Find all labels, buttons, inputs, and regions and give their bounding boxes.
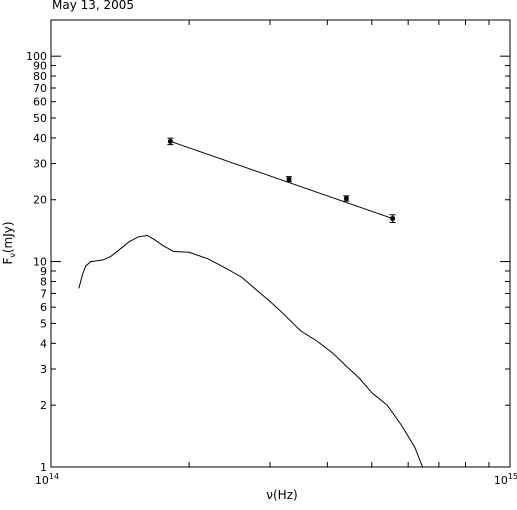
- x-axis-label: ν(Hz): [266, 488, 297, 502]
- spectrum-line: [78, 234, 424, 468]
- svg-text:Fν(mJy): Fν(mJy): [1, 221, 17, 264]
- y-tick-label: 60: [33, 96, 47, 109]
- y-tick-label: 100: [26, 50, 47, 63]
- y-tick-label: 8: [40, 275, 47, 288]
- y-tick-label: 20: [33, 194, 47, 207]
- plot-frame: [50, 19, 511, 468]
- chart-title: May 13, 2005: [52, 0, 134, 12]
- y-axis-label: Fν(mJy): [1, 221, 17, 264]
- x-tick-label-base: 10: [35, 474, 49, 487]
- data-point: [286, 176, 292, 182]
- fit-line: [170, 140, 393, 220]
- y-axis-label-rest: (mJy): [1, 221, 15, 253]
- x-tick-label: 1015: [494, 472, 517, 487]
- y-tick-label: 6: [40, 301, 47, 314]
- data-point: [343, 195, 349, 201]
- y-axis-label-main: F: [1, 258, 15, 265]
- x-tick-label-base: 10: [494, 474, 508, 487]
- y-tick-label: 7: [40, 287, 47, 300]
- x-tick-label-exp: 15: [508, 472, 517, 481]
- y-tick-label: 4: [40, 337, 47, 350]
- y-tick-label: 50: [33, 112, 47, 125]
- y-tick-label: 3: [40, 363, 47, 376]
- y-tick-label: 9: [40, 265, 47, 278]
- y-tick-label: 10: [33, 256, 47, 269]
- x-tick-label: 1014: [35, 472, 59, 487]
- data-marks: [78, 137, 424, 468]
- x-tick-label-exp: 14: [49, 472, 59, 481]
- y-tick-label: 40: [33, 132, 47, 145]
- y-tick-label: 30: [33, 158, 47, 171]
- y-tick-label: 5: [40, 317, 47, 330]
- y-tick-label: 80: [33, 70, 47, 83]
- y-tick-label: 1: [40, 461, 47, 474]
- y-tick-label: 90: [33, 60, 47, 73]
- y-tick-label: 70: [33, 82, 47, 95]
- y-tick-label: 2: [40, 399, 47, 412]
- y-axis-label-sub: ν: [8, 253, 17, 258]
